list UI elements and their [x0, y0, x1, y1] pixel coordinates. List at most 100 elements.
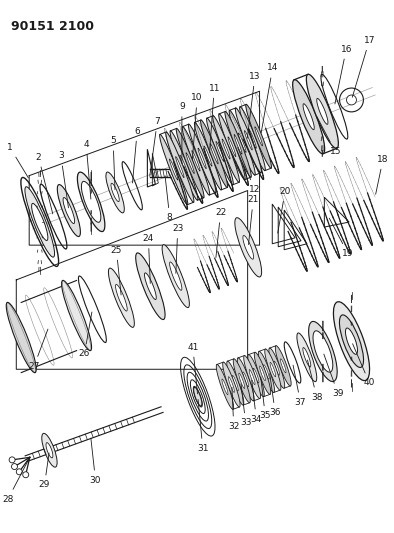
Text: 19: 19 — [329, 218, 353, 258]
Ellipse shape — [227, 361, 244, 405]
Ellipse shape — [244, 356, 260, 399]
Text: 24: 24 — [143, 234, 154, 284]
Text: 13: 13 — [247, 72, 261, 138]
Ellipse shape — [303, 348, 311, 367]
Ellipse shape — [269, 348, 285, 388]
Ellipse shape — [260, 366, 266, 381]
Ellipse shape — [194, 387, 202, 406]
Ellipse shape — [213, 116, 240, 182]
Text: 35: 35 — [260, 377, 271, 421]
Ellipse shape — [281, 359, 286, 373]
Ellipse shape — [166, 132, 194, 203]
Ellipse shape — [237, 358, 254, 401]
Ellipse shape — [42, 433, 57, 467]
Ellipse shape — [248, 354, 264, 397]
Text: 39: 39 — [324, 354, 344, 398]
Text: 12: 12 — [238, 148, 260, 194]
Text: 33: 33 — [240, 384, 251, 427]
Text: 16: 16 — [335, 45, 352, 104]
Circle shape — [11, 464, 17, 470]
Ellipse shape — [346, 328, 357, 354]
Ellipse shape — [192, 150, 200, 171]
Ellipse shape — [313, 331, 333, 372]
Text: 34: 34 — [251, 380, 262, 424]
Text: 14: 14 — [261, 63, 278, 133]
Ellipse shape — [216, 365, 234, 409]
Ellipse shape — [229, 377, 234, 392]
Ellipse shape — [169, 262, 182, 290]
Ellipse shape — [106, 172, 125, 213]
Text: 29: 29 — [39, 453, 50, 489]
Circle shape — [16, 469, 22, 475]
Text: 36: 36 — [269, 374, 281, 417]
Ellipse shape — [234, 134, 242, 154]
Ellipse shape — [206, 118, 233, 185]
Ellipse shape — [198, 148, 206, 168]
Text: 90151 2100: 90151 2100 — [11, 20, 94, 33]
Text: 32: 32 — [228, 387, 240, 431]
Ellipse shape — [232, 375, 238, 391]
Circle shape — [346, 95, 357, 105]
Ellipse shape — [246, 104, 271, 168]
Ellipse shape — [275, 346, 291, 386]
Circle shape — [9, 457, 15, 463]
Text: 15: 15 — [317, 117, 341, 156]
Ellipse shape — [265, 349, 281, 390]
Ellipse shape — [333, 302, 370, 381]
Ellipse shape — [307, 74, 338, 148]
Ellipse shape — [186, 152, 194, 174]
Ellipse shape — [317, 99, 328, 124]
Ellipse shape — [145, 273, 156, 300]
Ellipse shape — [170, 131, 198, 200]
Text: 20: 20 — [278, 187, 291, 233]
Ellipse shape — [6, 302, 36, 373]
Text: 6: 6 — [132, 127, 140, 183]
Ellipse shape — [162, 245, 190, 308]
Text: 5: 5 — [110, 136, 116, 190]
Ellipse shape — [169, 159, 178, 180]
Ellipse shape — [82, 181, 101, 222]
Ellipse shape — [194, 123, 221, 190]
Ellipse shape — [201, 120, 228, 188]
Ellipse shape — [188, 124, 216, 192]
Ellipse shape — [239, 373, 245, 389]
Ellipse shape — [303, 104, 314, 130]
Ellipse shape — [222, 139, 230, 159]
Ellipse shape — [216, 141, 224, 161]
Ellipse shape — [108, 268, 134, 327]
Ellipse shape — [235, 108, 261, 173]
Text: 40: 40 — [353, 344, 375, 387]
Ellipse shape — [136, 253, 165, 319]
Ellipse shape — [160, 134, 188, 205]
Ellipse shape — [180, 155, 188, 176]
Text: 38: 38 — [307, 360, 323, 401]
Ellipse shape — [249, 129, 256, 148]
Ellipse shape — [61, 280, 91, 351]
Ellipse shape — [297, 333, 317, 382]
Text: 30: 30 — [90, 438, 101, 484]
Text: 23: 23 — [172, 224, 184, 273]
Ellipse shape — [219, 114, 245, 180]
Ellipse shape — [25, 187, 54, 257]
Text: 21: 21 — [247, 195, 259, 245]
Ellipse shape — [254, 352, 271, 394]
Ellipse shape — [182, 126, 210, 195]
Text: 31: 31 — [197, 399, 208, 453]
Ellipse shape — [111, 183, 119, 201]
Ellipse shape — [264, 365, 269, 379]
Ellipse shape — [274, 361, 280, 375]
Ellipse shape — [293, 79, 325, 154]
Ellipse shape — [115, 285, 127, 311]
Ellipse shape — [233, 359, 250, 403]
Ellipse shape — [210, 143, 218, 164]
Ellipse shape — [228, 137, 236, 157]
Ellipse shape — [270, 362, 276, 377]
Ellipse shape — [77, 172, 105, 231]
Ellipse shape — [258, 351, 275, 392]
Text: 27: 27 — [28, 329, 48, 371]
Text: 8: 8 — [165, 176, 173, 222]
Ellipse shape — [176, 128, 204, 198]
Ellipse shape — [225, 111, 251, 177]
Text: 28: 28 — [2, 460, 28, 504]
Ellipse shape — [176, 157, 184, 177]
